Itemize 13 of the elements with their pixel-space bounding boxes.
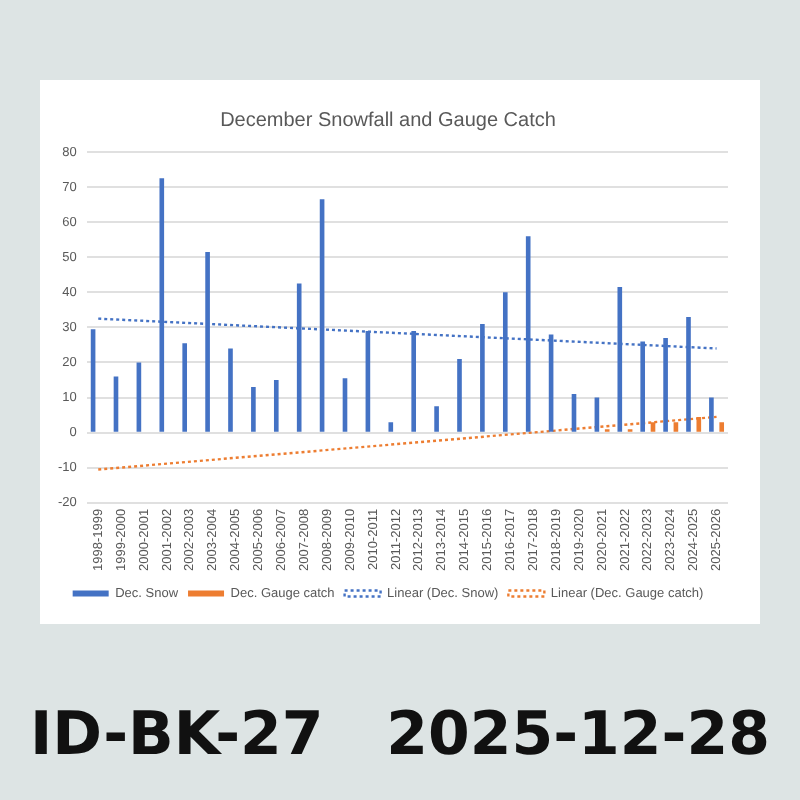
bar — [719, 422, 725, 432]
bar — [673, 422, 679, 432]
bar — [251, 387, 256, 432]
text: ID-BK-27 2025-12-28 — [27, 700, 772, 770]
bar — [388, 422, 394, 432]
bar — [228, 348, 233, 432]
bar — [457, 358, 462, 432]
bar — [182, 343, 188, 432]
bar — [709, 397, 714, 432]
bar — [434, 406, 439, 432]
bar — [273, 380, 279, 432]
chart-title: December Snowfall and Gauge Catch — [220, 109, 556, 132]
bar — [650, 422, 656, 432]
